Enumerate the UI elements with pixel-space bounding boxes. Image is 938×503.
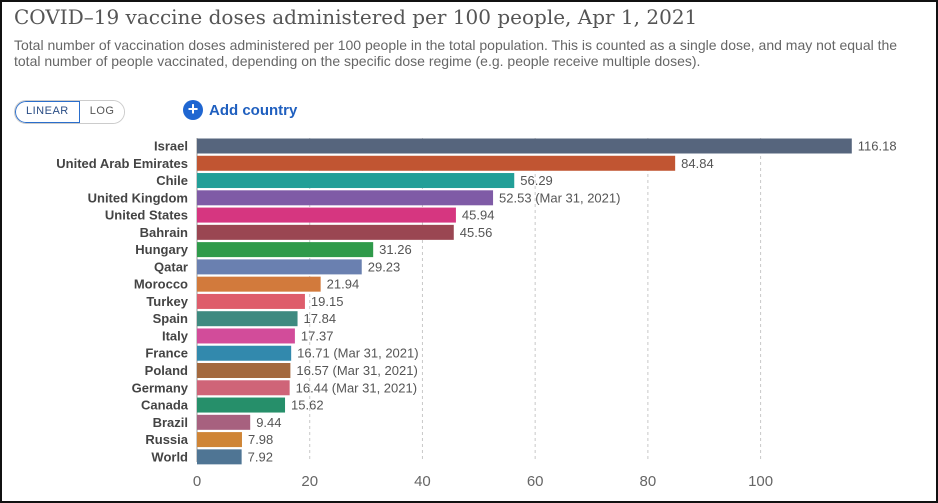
- add-country-label: Add country: [209, 101, 298, 119]
- scale-toggle: LINEAR LOG: [14, 100, 126, 124]
- value-label: 45.56: [460, 225, 493, 240]
- chart-subtitle: Total number of vaccination doses admini…: [14, 37, 898, 69]
- x-tick-label: 0: [193, 473, 201, 490]
- bar-world: [197, 449, 242, 465]
- value-label: 45.94: [462, 208, 495, 223]
- value-label: 7.98: [248, 432, 273, 447]
- category-label: Spain: [153, 311, 188, 326]
- value-label: 21.94: [327, 277, 360, 292]
- value-label: 7.92: [248, 449, 273, 464]
- value-label: 9.44: [256, 415, 281, 430]
- value-label: 31.26: [379, 242, 412, 257]
- bar-italy: [197, 328, 295, 344]
- value-label: 17.37: [301, 328, 334, 343]
- plus-icon: +: [183, 100, 203, 120]
- value-label: 56.29: [520, 173, 553, 188]
- x-tick-label: 60: [527, 473, 544, 490]
- value-label: 16.44 (Mar 31, 2021): [296, 380, 417, 395]
- category-label: Poland: [145, 363, 188, 378]
- category-label: World: [151, 449, 188, 464]
- value-label: 17.84: [304, 311, 337, 326]
- category-label: United Kingdom: [88, 190, 188, 205]
- chart-title: COVID–19 vaccine doses administered per …: [14, 5, 698, 29]
- category-label: Morocco: [134, 277, 188, 292]
- x-tick-label: 20: [301, 473, 318, 490]
- bar-morocco: [197, 276, 321, 292]
- category-label: Canada: [141, 398, 189, 413]
- category-label: Italy: [162, 328, 189, 343]
- bar-israel: [197, 138, 852, 154]
- bar-spain: [197, 311, 298, 327]
- bar-russia: [197, 432, 242, 448]
- category-label: Turkey: [146, 294, 188, 309]
- value-label: 15.62: [291, 398, 324, 413]
- category-label: Chile: [156, 173, 188, 188]
- bar-qatar: [197, 259, 362, 275]
- add-country-button[interactable]: + Add country: [183, 100, 297, 120]
- bar-france: [197, 345, 292, 361]
- bar-united-states: [197, 207, 456, 223]
- bar-poland: [197, 363, 291, 379]
- bar-united-kingdom: [197, 190, 494, 206]
- x-tick-label: 40: [414, 473, 431, 490]
- value-label: 19.15: [311, 294, 344, 309]
- category-label: Hungary: [135, 242, 189, 257]
- value-label: 16.57 (Mar 31, 2021): [296, 363, 417, 378]
- bar-hungary: [197, 242, 374, 258]
- bar-united-arab-emirates: [197, 155, 676, 171]
- linear-scale-button[interactable]: LINEAR: [15, 101, 80, 123]
- category-label: Russia: [145, 432, 188, 447]
- category-label: Germany: [132, 380, 189, 395]
- value-label: 16.71 (Mar 31, 2021): [297, 346, 418, 361]
- bar-canada: [197, 397, 286, 413]
- value-label: 52.53 (Mar 31, 2021): [499, 190, 620, 205]
- category-label: United States: [105, 208, 188, 223]
- bar-bahrain: [197, 224, 454, 240]
- log-scale-button[interactable]: LOG: [79, 101, 125, 123]
- x-tick-label: 100: [748, 473, 773, 490]
- category-label: Qatar: [154, 259, 188, 274]
- value-label: 29.23: [368, 259, 401, 274]
- category-label: Bahrain: [140, 225, 188, 240]
- category-label: Israel: [154, 139, 188, 154]
- category-label: United Arab Emirates: [56, 156, 188, 171]
- x-tick-label: 80: [640, 473, 657, 490]
- bar-turkey: [197, 293, 305, 309]
- bar-chile: [197, 173, 515, 189]
- category-label: France: [145, 346, 188, 361]
- bar-germany: [197, 380, 290, 396]
- category-label: Brazil: [153, 415, 188, 430]
- value-label: 116.18: [858, 139, 897, 154]
- bar-brazil: [197, 414, 251, 430]
- value-label: 84.84: [681, 156, 714, 171]
